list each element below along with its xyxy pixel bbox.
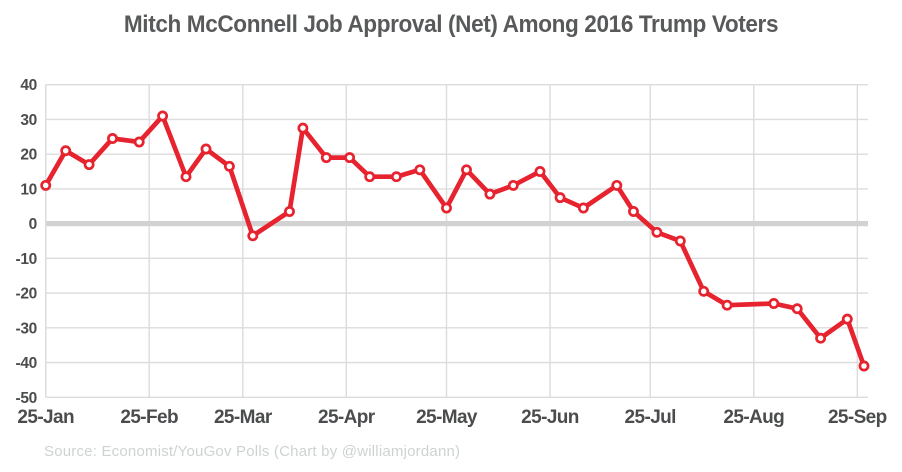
data-point-marker	[107, 133, 118, 144]
y-axis-tick-label: -40	[15, 355, 37, 372]
data-point-marker	[320, 152, 332, 164]
data-point-marker	[577, 202, 589, 214]
data-point-marker	[554, 192, 566, 204]
data-point-marker	[157, 110, 169, 122]
data-point-marker	[364, 171, 376, 183]
data-point-marker	[768, 298, 780, 309]
data-point-marker	[858, 360, 870, 372]
data-point-marker	[344, 152, 356, 164]
data-point-marker	[534, 166, 546, 177]
y-axis-tick-label: -20	[15, 286, 37, 303]
data-point-marker	[628, 206, 639, 217]
x-axis-tick-label: 25-Jan	[17, 407, 74, 428]
x-axis-tick-label: 25-Apr	[318, 407, 376, 428]
data-point-marker	[815, 332, 827, 344]
data-point-marker	[40, 179, 52, 191]
y-axis-tick-label: -30	[15, 320, 37, 337]
x-axis-tick-label: 25-Aug	[723, 407, 784, 428]
data-point-marker	[297, 122, 309, 134]
data-point-marker	[841, 313, 853, 325]
data-point-marker	[223, 160, 235, 172]
x-axis-tick-label: 25-May	[416, 407, 478, 428]
data-point-marker	[200, 143, 212, 155]
data-point-marker	[507, 179, 519, 191]
data-point-marker	[791, 303, 803, 315]
x-axis-tick-label: 25-Jun	[521, 407, 579, 428]
y-axis-tick-label: -50	[15, 390, 37, 407]
x-axis-tick-label: 25-Sep	[828, 407, 887, 428]
data-point-marker	[611, 179, 623, 191]
data-point-marker	[461, 164, 472, 176]
x-axis-tick-label: 25-Feb	[120, 407, 178, 428]
y-axis-tick-label: 30	[20, 112, 37, 129]
data-point-marker	[133, 136, 145, 148]
y-axis-tick-label: 10	[20, 181, 37, 198]
x-axis-tick-label: 25-Mar	[214, 407, 273, 428]
data-point-marker	[721, 299, 733, 311]
data-point-marker	[484, 188, 496, 200]
chart-title: Mitch McConnell Job Approval (Net) Among…	[123, 11, 779, 38]
data-point-marker	[247, 230, 259, 242]
data-point-marker	[651, 226, 663, 238]
data-point-marker	[698, 285, 710, 297]
y-axis-tick-label: 20	[20, 147, 37, 164]
data-point-marker	[60, 145, 72, 157]
data-point-marker	[83, 159, 95, 171]
data-point-marker	[414, 164, 426, 176]
data-point-marker	[674, 235, 686, 247]
y-axis-tick-label: -10	[15, 251, 37, 268]
data-point-marker	[441, 202, 452, 214]
y-axis-tick-label: 40	[20, 77, 37, 94]
data-point-marker	[180, 171, 192, 183]
y-axis-tick-label: 0	[29, 216, 37, 233]
source-caption: Source: Economist/YouGov Polls (Chart by…	[44, 443, 461, 460]
x-axis-tick-label: 25-Jul	[625, 407, 676, 428]
data-point-marker	[390, 171, 402, 183]
data-point-marker	[284, 206, 295, 217]
